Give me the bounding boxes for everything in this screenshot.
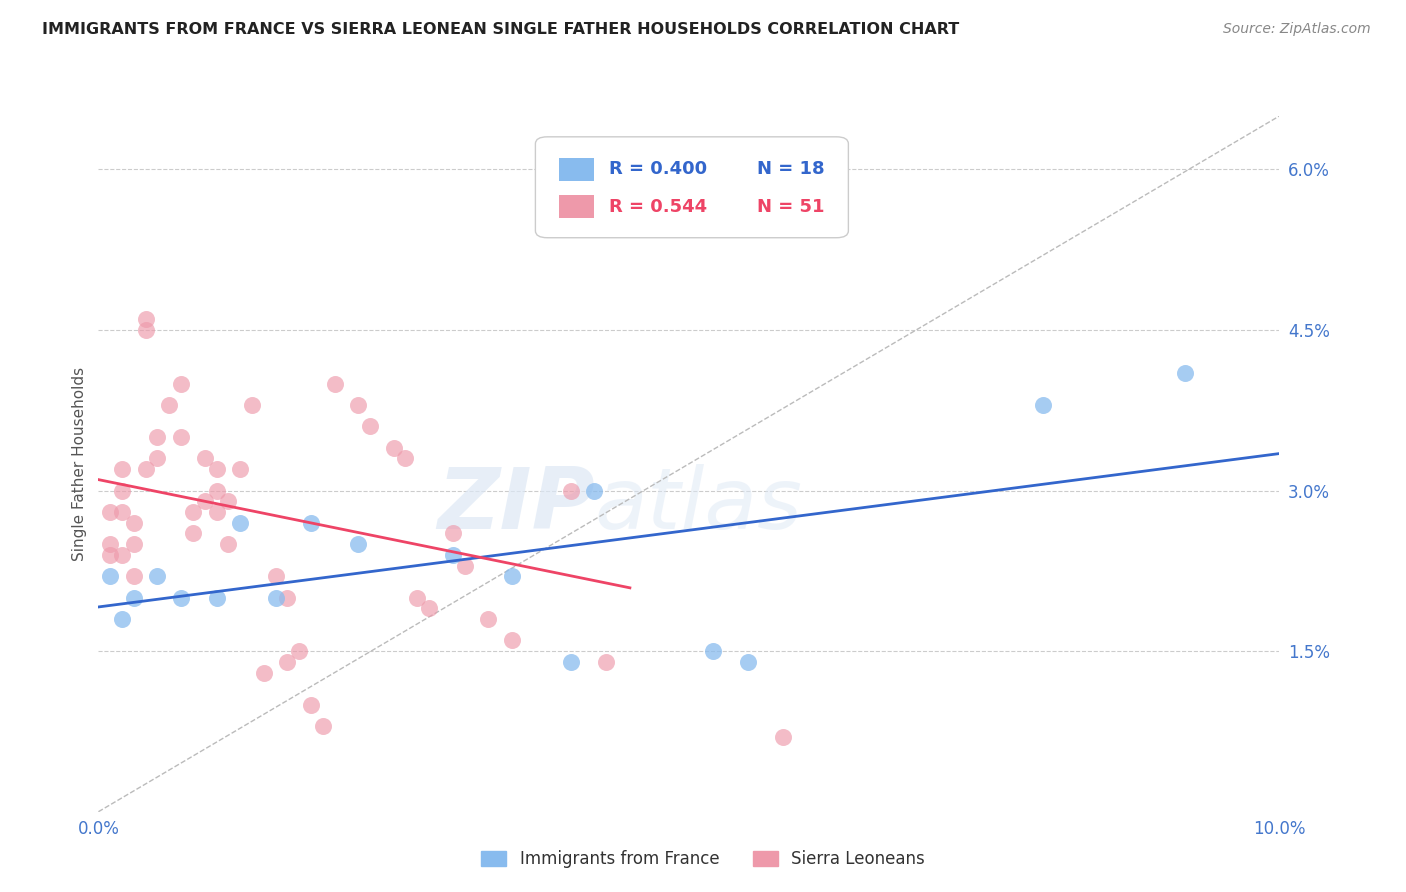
Text: R = 0.400: R = 0.400 — [609, 161, 707, 178]
Text: N = 18: N = 18 — [758, 161, 825, 178]
Point — [453, 558, 475, 573]
Point — [323, 376, 346, 391]
Point — [146, 569, 169, 583]
Text: N = 51: N = 51 — [758, 198, 825, 216]
Point — [205, 591, 228, 605]
Point — [299, 698, 322, 712]
Point — [406, 591, 429, 605]
Text: Source: ZipAtlas.com: Source: ZipAtlas.com — [1223, 22, 1371, 37]
Point — [122, 537, 145, 551]
Point — [181, 526, 204, 541]
Point — [170, 591, 193, 605]
Point — [583, 483, 606, 498]
Point — [1174, 366, 1197, 380]
Point — [595, 655, 617, 669]
Point — [111, 483, 134, 498]
Point — [98, 537, 121, 551]
Point — [111, 462, 134, 476]
Point — [170, 376, 193, 391]
Point — [217, 537, 239, 551]
Point — [312, 719, 335, 733]
Point — [477, 612, 499, 626]
Point — [122, 591, 145, 605]
Point — [157, 398, 180, 412]
Point — [441, 548, 464, 562]
Text: atlas: atlas — [595, 464, 803, 547]
Point — [217, 494, 239, 508]
Point — [98, 569, 121, 583]
Point — [229, 462, 252, 476]
Point — [146, 451, 169, 466]
Point — [253, 665, 276, 680]
Point — [98, 505, 121, 519]
Point — [205, 462, 228, 476]
Point — [702, 644, 724, 658]
Point — [135, 312, 157, 326]
Point — [299, 516, 322, 530]
Point — [501, 633, 523, 648]
Point — [264, 591, 287, 605]
Point — [240, 398, 263, 412]
Point — [181, 505, 204, 519]
Point — [394, 451, 416, 466]
Point — [205, 483, 228, 498]
Point — [194, 494, 217, 508]
Point — [359, 419, 381, 434]
Bar — [560, 195, 595, 219]
Point — [772, 730, 794, 744]
Point — [264, 569, 287, 583]
Point — [382, 441, 405, 455]
Point — [194, 451, 217, 466]
Y-axis label: Single Father Households: Single Father Households — [72, 367, 87, 561]
Text: IMMIGRANTS FROM FRANCE VS SIERRA LEONEAN SINGLE FATHER HOUSEHOLDS CORRELATION CH: IMMIGRANTS FROM FRANCE VS SIERRA LEONEAN… — [42, 22, 959, 37]
Point — [560, 483, 582, 498]
Point — [205, 505, 228, 519]
Point — [501, 569, 523, 583]
Point — [170, 430, 193, 444]
Point — [536, 216, 558, 230]
Point — [276, 591, 298, 605]
Bar — [560, 158, 595, 181]
Text: ZIP: ZIP — [437, 464, 595, 547]
Point — [135, 323, 157, 337]
Point — [347, 537, 370, 551]
Point — [418, 601, 440, 615]
Point — [98, 548, 121, 562]
Point — [122, 569, 145, 583]
Text: R = 0.544: R = 0.544 — [609, 198, 707, 216]
Point — [276, 655, 298, 669]
Point — [288, 644, 311, 658]
FancyBboxPatch shape — [536, 136, 848, 238]
Point — [347, 398, 370, 412]
Point — [111, 505, 134, 519]
Point — [146, 430, 169, 444]
Point — [560, 655, 582, 669]
Point — [1032, 398, 1054, 412]
Point — [229, 516, 252, 530]
Legend: Immigrants from France, Sierra Leoneans: Immigrants from France, Sierra Leoneans — [475, 844, 931, 875]
Point — [111, 612, 134, 626]
Point — [441, 526, 464, 541]
Point — [122, 516, 145, 530]
Point — [135, 462, 157, 476]
Point — [111, 548, 134, 562]
Point — [737, 655, 759, 669]
